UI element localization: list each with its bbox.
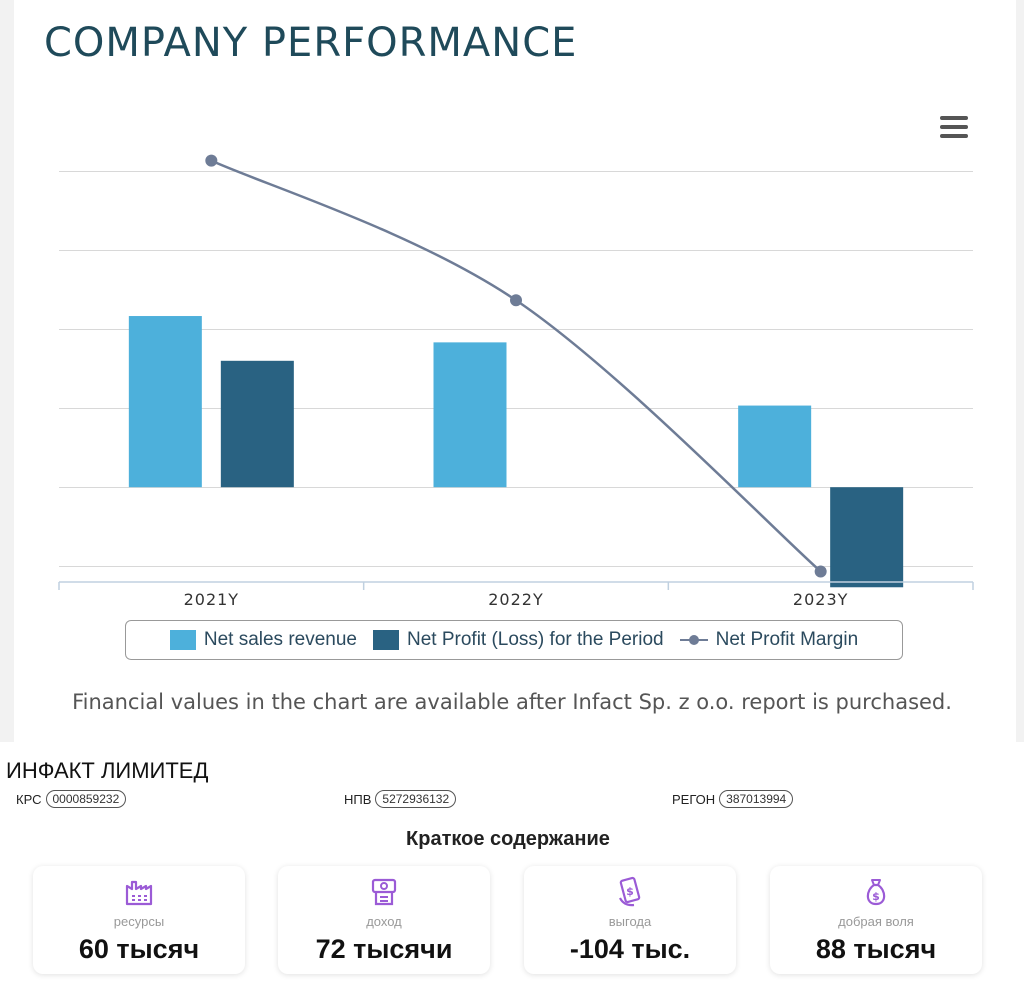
company-name: ИНФАКТ ЛИМИТЕД: [6, 758, 209, 783]
summary-card-goodwill: $ добрая воля 88 тысяч: [770, 866, 982, 974]
nip-id: НПВ 5272936132: [344, 790, 457, 808]
cash-register-icon: [371, 878, 397, 906]
card-label: ресурсы: [113, 914, 165, 929]
svg-text:$: $: [872, 890, 880, 903]
x-tick-label: 2022Y: [488, 590, 544, 609]
chart-legend: Net sales revenue Net Profit (Loss) for …: [125, 620, 903, 660]
bar: [830, 487, 904, 588]
regon-value: 387013994: [719, 790, 794, 808]
bar: [220, 360, 294, 488]
x-tick-label: 2021Y: [184, 590, 240, 609]
card-value: 60 тысяч: [78, 934, 200, 964]
krs-id: КРС 0000859232: [16, 790, 127, 808]
margin-line-series: [205, 154, 827, 578]
menu-icon: [940, 116, 968, 120]
factory-icon: [125, 880, 153, 906]
legend-label: Net sales revenue: [203, 629, 357, 650]
right-margin-strip: [1016, 0, 1024, 742]
margin-line: [210, 159, 822, 573]
chart-menu-button[interactable]: [940, 116, 970, 142]
card-value: 88 тысяч: [815, 934, 937, 964]
legend-item-net-sales[interactable]: Net sales revenue: [169, 629, 357, 651]
nip-value: 5272936132: [375, 790, 457, 808]
grid-lines: [59, 171, 973, 567]
bar-series: [128, 316, 904, 588]
x-axis: 2021Y 2022Y 2023Y: [58, 581, 974, 609]
card-label: выгода: [608, 914, 652, 929]
bar: [128, 316, 202, 488]
summary-card-profit: $ выгода -104 тыс.: [524, 866, 736, 974]
summary-title: Краткое содержание: [406, 828, 610, 850]
purchase-note: Financial values in the chart are availa…: [72, 690, 952, 714]
legend-swatch: [169, 630, 196, 650]
svg-text:$: $: [626, 885, 634, 898]
regon-id: РЕГОН 387013994: [672, 790, 794, 808]
left-margin-strip: [0, 0, 14, 742]
legend-line-swatch: [679, 633, 708, 647]
money-bag-icon: $: [866, 879, 886, 906]
card-value: -104 тыс.: [569, 934, 691, 964]
summary-card-income: доход 72 тысячи: [278, 866, 490, 974]
legend-item-net-profit[interactable]: Net Profit (Loss) for the Period: [373, 629, 664, 651]
margin-point: [205, 154, 218, 167]
legend-label: Net Profit (Loss) for the Period: [407, 629, 664, 650]
card-label: добрая воля: [838, 914, 914, 929]
card-label: доход: [366, 914, 402, 929]
hand-money-icon: $: [619, 876, 641, 907]
bar: [433, 342, 507, 488]
bar: [738, 405, 812, 488]
margin-point: [510, 294, 522, 307]
card-value: 72 тысячи: [315, 934, 453, 964]
page-title: COMPANY PERFORMANCE: [44, 20, 578, 66]
krs-value: 0000859232: [45, 790, 127, 808]
legend-label: Net Profit Margin: [715, 629, 859, 650]
performance-chart: 2021Y 2022Y 2023Y: [58, 154, 974, 609]
x-tick-label: 2023Y: [793, 590, 849, 609]
summary-card-resources: ресурсы 60 тысяч: [33, 866, 245, 974]
legend-item-net-profit-margin[interactable]: Net Profit Margin: [679, 629, 859, 651]
margin-point: [814, 565, 827, 578]
legend-swatch: [373, 630, 399, 650]
